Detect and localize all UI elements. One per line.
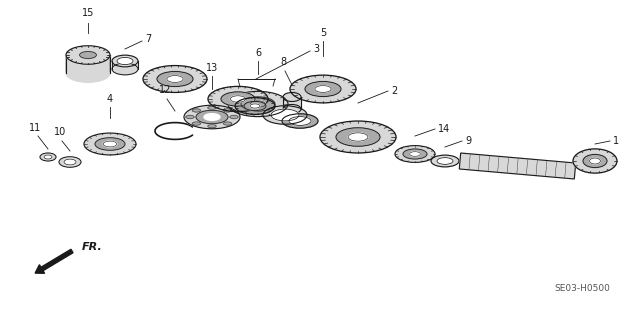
Ellipse shape [66, 46, 110, 64]
Ellipse shape [336, 128, 380, 146]
Ellipse shape [437, 158, 453, 164]
Text: SE03-H0500: SE03-H0500 [554, 284, 610, 293]
Ellipse shape [589, 158, 600, 164]
Text: 1: 1 [613, 136, 619, 146]
Polygon shape [460, 153, 576, 179]
Ellipse shape [95, 138, 125, 150]
Text: 2: 2 [391, 86, 397, 96]
Ellipse shape [271, 109, 299, 121]
Ellipse shape [283, 93, 301, 101]
Ellipse shape [410, 152, 420, 156]
Ellipse shape [103, 141, 116, 147]
Ellipse shape [289, 117, 311, 125]
Ellipse shape [283, 105, 301, 114]
Text: 14: 14 [438, 124, 451, 134]
Text: 12: 12 [159, 85, 171, 95]
Ellipse shape [250, 104, 260, 108]
Ellipse shape [59, 157, 81, 167]
Ellipse shape [228, 92, 288, 117]
Ellipse shape [250, 101, 266, 107]
Ellipse shape [320, 121, 396, 153]
Ellipse shape [305, 81, 341, 97]
Ellipse shape [79, 51, 97, 58]
Ellipse shape [241, 97, 275, 111]
Ellipse shape [348, 133, 368, 141]
Ellipse shape [44, 155, 52, 159]
Ellipse shape [431, 155, 459, 167]
Text: 13: 13 [206, 63, 218, 73]
Ellipse shape [403, 149, 427, 159]
Ellipse shape [244, 101, 266, 111]
Ellipse shape [223, 122, 232, 125]
Ellipse shape [290, 75, 356, 103]
Ellipse shape [66, 64, 110, 82]
Text: 10: 10 [54, 127, 66, 137]
Ellipse shape [196, 110, 228, 124]
Ellipse shape [223, 109, 232, 112]
Ellipse shape [208, 106, 216, 109]
Text: 7: 7 [145, 34, 151, 44]
Ellipse shape [208, 125, 216, 128]
Ellipse shape [315, 85, 331, 93]
Text: 5: 5 [320, 28, 326, 38]
Ellipse shape [263, 106, 307, 124]
Ellipse shape [192, 122, 201, 125]
Ellipse shape [282, 114, 318, 128]
Ellipse shape [112, 63, 138, 75]
Ellipse shape [208, 86, 268, 112]
FancyBboxPatch shape [283, 97, 301, 109]
Ellipse shape [184, 105, 240, 129]
Text: 9: 9 [465, 136, 471, 146]
Ellipse shape [157, 71, 193, 86]
Ellipse shape [230, 115, 238, 119]
Ellipse shape [186, 115, 194, 119]
Ellipse shape [583, 154, 607, 167]
Text: 8: 8 [280, 57, 286, 67]
Text: FR.: FR. [82, 242, 103, 252]
Ellipse shape [192, 109, 201, 112]
Ellipse shape [112, 55, 138, 67]
Ellipse shape [204, 114, 220, 120]
Ellipse shape [395, 145, 435, 162]
Ellipse shape [573, 149, 617, 173]
Text: 15: 15 [82, 8, 94, 18]
Ellipse shape [167, 76, 183, 82]
Ellipse shape [221, 92, 255, 106]
Ellipse shape [143, 66, 207, 93]
FancyArrow shape [35, 249, 73, 273]
Ellipse shape [84, 133, 136, 155]
Ellipse shape [235, 98, 275, 115]
Ellipse shape [117, 57, 133, 65]
Text: 6: 6 [255, 48, 261, 58]
Ellipse shape [230, 96, 246, 102]
Text: 4: 4 [107, 94, 113, 104]
Ellipse shape [64, 159, 76, 165]
Text: 11: 11 [29, 123, 41, 133]
Ellipse shape [40, 153, 56, 161]
Text: 3: 3 [313, 44, 319, 54]
